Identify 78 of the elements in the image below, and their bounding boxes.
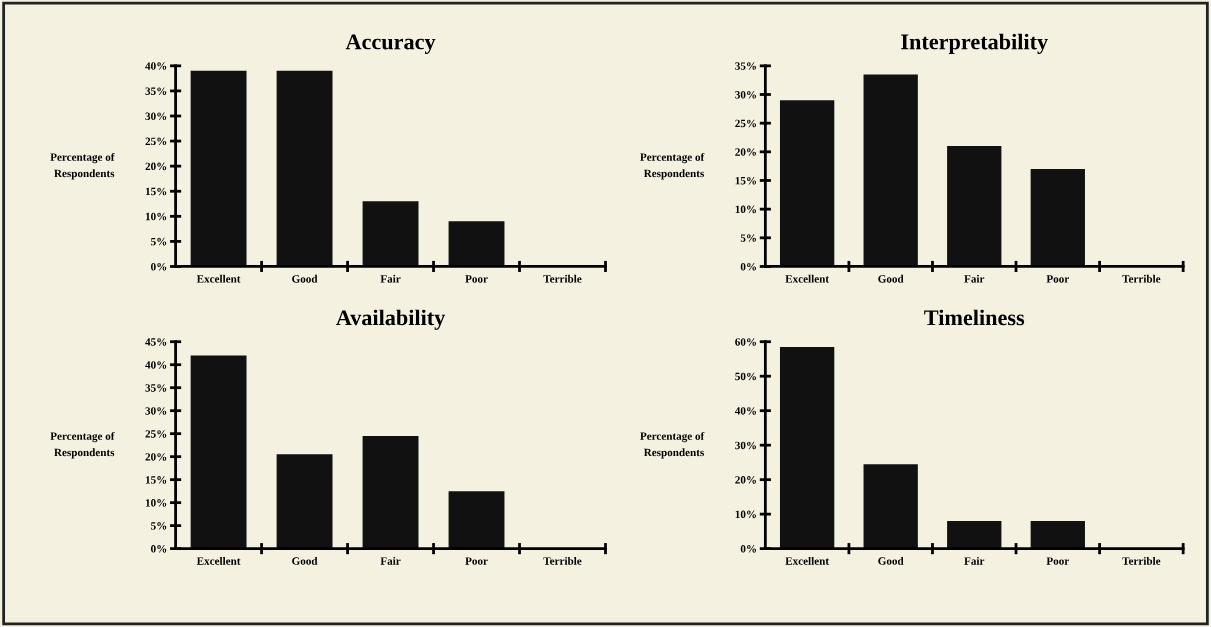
y-tick-label: 5%: [151, 522, 167, 530]
chart-title: Accuracy: [345, 34, 436, 54]
x-tick-label: Excellent: [785, 274, 829, 283]
y-tick-label: 0%: [740, 545, 756, 553]
bar: [276, 70, 333, 267]
x-tick-label: Excellent: [196, 274, 241, 283]
bar: [863, 464, 918, 549]
y-tick-label: 30%: [735, 441, 756, 450]
x-tick-label: Fair: [964, 274, 985, 283]
y-axis-title: Percentage of Respondents: [640, 431, 705, 459]
x-tick-label: Fair: [380, 556, 401, 565]
chart-title: Timeliness: [924, 309, 1025, 326]
x-tick-label: Good: [292, 274, 318, 283]
y-tick-label: 20%: [145, 162, 167, 171]
y-tick-label: 40%: [145, 62, 167, 70]
x-tick-label: Fair: [380, 274, 401, 283]
y-tick-label: 45%: [145, 338, 167, 346]
chart-title: Interpretability: [901, 33, 1048, 54]
y-tick-label: 10%: [145, 212, 167, 221]
y-tick-label: 15%: [145, 476, 167, 484]
chart-title: Availability: [336, 309, 446, 330]
y-tick-label: 15%: [145, 187, 167, 196]
bar: [779, 346, 835, 549]
y-tick-label: 10%: [735, 205, 756, 214]
y-tick-label: 25%: [145, 430, 167, 438]
y-tick-label: 15%: [735, 176, 756, 185]
x-tick-label: Good: [292, 556, 318, 565]
y-tick-label: 60%: [735, 338, 756, 346]
bar: [947, 146, 1002, 267]
x-tick-label: Terrible: [1122, 556, 1161, 565]
x-tick-label: Terrible: [543, 274, 582, 283]
y-tick-label: 40%: [734, 407, 756, 415]
x-tick-label: Good: [878, 274, 904, 283]
x-tick-label: Poor: [1046, 275, 1069, 283]
y-tick-label: 20%: [145, 453, 167, 461]
x-tick-label: Poor: [465, 275, 488, 283]
y-tick-label: 35%: [145, 87, 167, 95]
y-tick-label: 0%: [151, 262, 167, 271]
y-tick-label: 10%: [145, 499, 167, 507]
y-tick-label: 40%: [145, 361, 167, 369]
y-tick-label: 20%: [735, 476, 756, 484]
x-tick-label: Good: [878, 556, 904, 565]
y-tick-label: 20%: [735, 148, 756, 156]
y-tick-label: 35%: [145, 384, 167, 392]
bar: [448, 221, 505, 267]
bar: [1030, 169, 1085, 267]
y-tick-label: 10%: [735, 510, 756, 519]
bar: [276, 454, 333, 549]
bar: [448, 491, 505, 549]
y-tick-label: 50%: [735, 372, 756, 381]
y-tick-label: 5%: [151, 237, 167, 246]
x-tick-label: Terrible: [1122, 274, 1161, 283]
bar: [362, 435, 419, 549]
y-tick-label: 0%: [740, 262, 756, 271]
y-tick-label: 0%: [151, 545, 167, 553]
y-tick-label: 30%: [735, 90, 756, 99]
x-tick-label: Excellent: [785, 556, 829, 565]
y-axis-title: Percentage of Respondents: [640, 152, 705, 180]
bar: [779, 100, 835, 267]
bar: [1030, 521, 1085, 549]
x-tick-label: Fair: [964, 556, 985, 565]
x-tick-label: Terrible: [543, 556, 582, 565]
bar: [863, 74, 918, 267]
y-tick-label: 25%: [735, 119, 756, 128]
bar: [947, 521, 1002, 549]
y-tick-label: 5%: [740, 234, 756, 242]
y-axis-title: Percentage of Respondents: [50, 431, 115, 459]
y-tick-label: 25%: [145, 137, 167, 146]
y-axis-title: Percentage of Respondents: [50, 152, 115, 180]
y-tick-label: 35%: [735, 62, 756, 70]
y-tick-label: 30%: [145, 407, 167, 415]
bar: [190, 70, 247, 267]
x-tick-label: Poor: [1046, 557, 1069, 565]
bar: [362, 201, 419, 267]
x-tick-label: Excellent: [196, 556, 241, 565]
y-tick-label: 30%: [145, 112, 167, 120]
bar: [190, 355, 247, 549]
x-tick-label: Poor: [465, 557, 488, 565]
